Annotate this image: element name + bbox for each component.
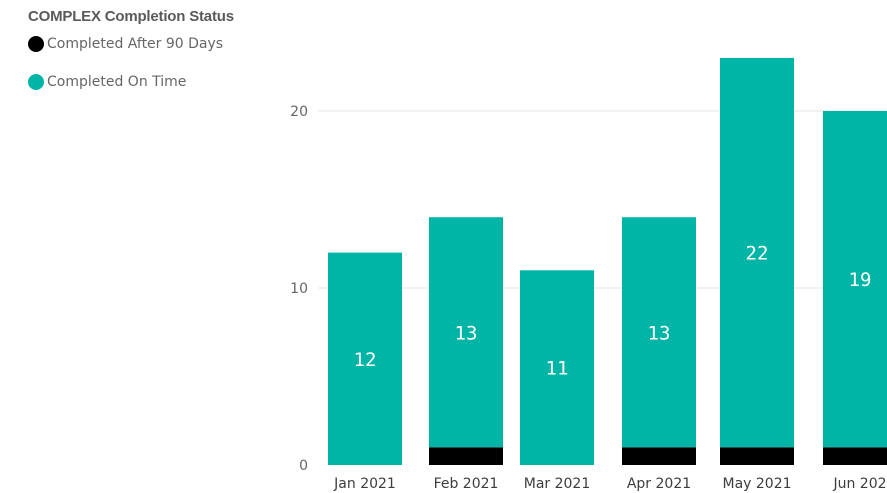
bar-on-time-6 <box>823 111 887 448</box>
y-tick-label-10: 10 <box>290 281 308 297</box>
bar-on-time-4 <box>622 217 696 448</box>
x-tick-label-5: May 2021 <box>722 476 791 492</box>
legend-item-after-90-days[interactable]: Completed After 90 Days <box>28 34 234 54</box>
bar-on-time-1 <box>328 252 402 465</box>
legend-item-on-time[interactable]: Completed On Time <box>28 72 234 92</box>
bar-after-90-days-2 <box>429 447 503 465</box>
bar-after-90-days-6 <box>823 447 887 465</box>
legend-label-after-90-days: Completed After 90 Days <box>47 36 224 52</box>
bar-on-time-5 <box>720 57 794 448</box>
legend-swatch-on-time <box>28 74 44 90</box>
data-label-1: 12 <box>354 349 377 371</box>
x-tick-label-3: Mar 2021 <box>524 476 591 492</box>
bar-on-time-2 <box>429 217 503 448</box>
y-tick-label-0: 0 <box>299 458 308 474</box>
data-label-3: 11 <box>546 358 569 380</box>
data-label-5: 22 <box>746 243 769 265</box>
data-label-6: 19 <box>849 269 872 291</box>
bar-after-90-days-4 <box>622 447 696 465</box>
legend-swatch-after-90-days <box>28 36 44 52</box>
legend-label-on-time: Completed On Time <box>47 74 187 90</box>
data-label-2: 13 <box>455 322 478 344</box>
chart-legend: COMPLEX Completion Status Completed Afte… <box>28 8 234 92</box>
bar-after-90-days-5 <box>720 447 794 465</box>
legend-title: COMPLEX Completion Status <box>28 8 234 25</box>
y-tick-label-20: 20 <box>290 104 308 120</box>
data-label-4: 13 <box>648 322 671 344</box>
x-tick-label-2: Feb 2021 <box>434 476 499 492</box>
x-tick-label-4: Apr 2021 <box>627 476 691 492</box>
bar-on-time-3 <box>520 270 594 465</box>
x-tick-label-6: Jun 202 <box>832 476 886 492</box>
x-tick-label-1: Jan 2021 <box>333 476 396 492</box>
